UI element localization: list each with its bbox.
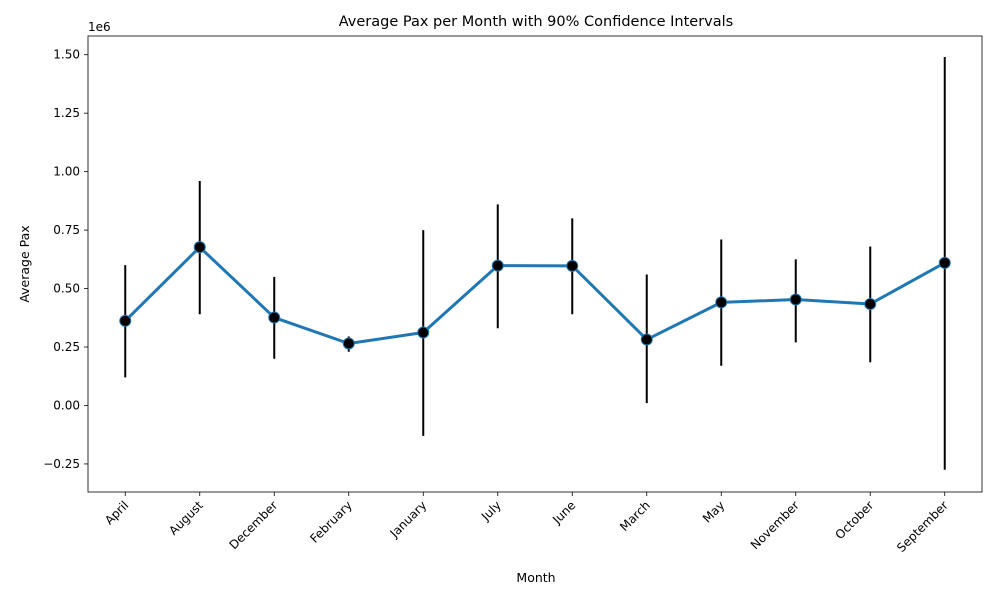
data-point <box>491 259 504 272</box>
chart-title: Average Pax per Month with 90% Confidenc… <box>339 14 734 30</box>
data-point <box>566 259 579 272</box>
data-point <box>417 326 430 339</box>
data-point <box>789 293 802 306</box>
series-line <box>124 245 946 346</box>
y-tick-label: −0.25 <box>43 457 80 471</box>
x-tick-label: April <box>102 498 131 527</box>
x-tick-label: December <box>226 498 280 552</box>
data-point <box>268 311 281 324</box>
x-tick-label: February <box>307 498 355 546</box>
x-tick-label: October <box>833 498 877 542</box>
x-tick-label: September <box>894 498 951 555</box>
x-tick-label: March <box>617 498 653 534</box>
data-point <box>193 241 206 254</box>
y-tick-label: 0.00 <box>53 398 80 412</box>
y-axis-label: Average Pax <box>17 225 32 302</box>
x-tick-label: November <box>748 498 802 552</box>
data-point <box>938 256 951 269</box>
plot-area <box>119 57 951 470</box>
y-tick-label: 1.00 <box>53 165 80 179</box>
data-point <box>864 297 877 310</box>
y-tick-label: 0.50 <box>53 282 80 296</box>
axes: −0.25 0.00 0.25 0.50 0.75 1.00 1.25 1.50 April Au… <box>43 35 983 555</box>
data-point <box>119 314 132 327</box>
data-point <box>342 337 355 350</box>
plot-frame <box>87 35 983 493</box>
x-tick-label: June <box>549 498 578 527</box>
y-axis-offset-label: 1e6 <box>88 20 111 34</box>
y-tick-label: 1.50 <box>53 48 80 62</box>
x-tick-label: July <box>478 498 504 524</box>
y-tick-label: 1.25 <box>53 106 80 120</box>
y-tick-label: 0.25 <box>53 340 80 354</box>
x-tick-label: January <box>387 498 430 541</box>
data-point <box>640 333 653 346</box>
data-point <box>715 296 728 309</box>
y-tick-label: 0.75 <box>53 223 80 237</box>
x-tick-label: August <box>166 498 206 538</box>
x-axis-label: Month <box>516 570 555 585</box>
x-tick-label: May <box>700 498 727 525</box>
